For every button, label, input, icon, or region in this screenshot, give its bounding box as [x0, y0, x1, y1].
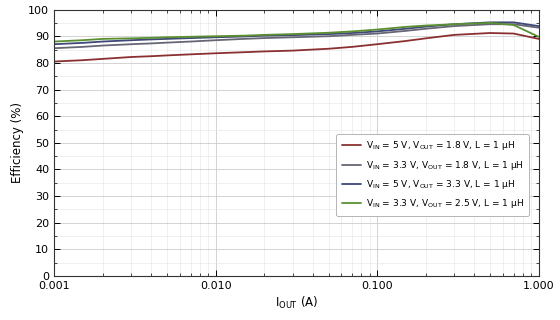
V$_\mathrm{IN}$ = 5 V, V$_\mathrm{OUT}$ = 3.3 V, L = 1 μH [349, 31, 356, 35]
V$_\mathrm{IN}$ = 3.3 V, V$_\mathrm{OUT}$ = 2.5 V, L = 1 μH [128, 36, 134, 40]
V$_\mathrm{IN}$ = 3.3 V, V$_\mathrm{OUT}$ = 1.8 V, L = 1 μH [148, 42, 155, 45]
V$_\mathrm{IN}$ = 5 V, V$_\mathrm{OUT}$ = 1.8 V, L = 1 μH [451, 33, 458, 37]
V$_\mathrm{IN}$ = 3.3 V, V$_\mathrm{OUT}$ = 1.8 V, L = 1 μH [261, 36, 268, 40]
V$_\mathrm{IN}$ = 3.3 V, V$_\mathrm{OUT}$ = 1.8 V, L = 1 μH [325, 34, 332, 38]
V$_\mathrm{IN}$ = 5 V, V$_\mathrm{OUT}$ = 1.8 V, L = 1 μH [402, 39, 409, 43]
V$_\mathrm{IN}$ = 5 V, V$_\mathrm{OUT}$ = 3.3 V, L = 1 μH [290, 33, 296, 37]
V$_\mathrm{IN}$ = 3.3 V, V$_\mathrm{OUT}$ = 1.8 V, L = 1 μH [164, 41, 170, 44]
V$_\mathrm{IN}$ = 3.3 V, V$_\mathrm{OUT}$ = 1.8 V, L = 1 μH [535, 26, 542, 30]
V$_\mathrm{IN}$ = 5 V, V$_\mathrm{OUT}$ = 3.3 V, L = 1 μH [212, 35, 219, 39]
V$_\mathrm{IN}$ = 3.3 V, V$_\mathrm{OUT}$ = 2.5 V, L = 1 μH [241, 34, 248, 37]
Y-axis label: Efficiency (%): Efficiency (%) [11, 102, 24, 183]
V$_\mathrm{IN}$ = 5 V, V$_\mathrm{OUT}$ = 1.8 V, L = 1 μH [241, 50, 248, 54]
Line: V$_\mathrm{IN}$ = 3.3 V, V$_\mathrm{OUT}$ = 1.8 V, L = 1 μH: V$_\mathrm{IN}$ = 3.3 V, V$_\mathrm{OUT}… [54, 24, 539, 48]
Line: V$_\mathrm{IN}$ = 5 V, V$_\mathrm{OUT}$ = 1.8 V, L = 1 μH: V$_\mathrm{IN}$ = 5 V, V$_\mathrm{OUT}$ … [54, 33, 539, 61]
V$_\mathrm{IN}$ = 3.3 V, V$_\mathrm{OUT}$ = 2.5 V, L = 1 μH [290, 32, 296, 36]
V$_\mathrm{IN}$ = 3.3 V, V$_\mathrm{OUT}$ = 2.5 V, L = 1 μH [487, 21, 493, 25]
V$_\mathrm{IN}$ = 3.3 V, V$_\mathrm{OUT}$ = 1.8 V, L = 1 μH [187, 40, 194, 44]
V$_\mathrm{IN}$ = 5 V, V$_\mathrm{OUT}$ = 1.8 V, L = 1 μH [164, 53, 170, 57]
V$_\mathrm{IN}$ = 5 V, V$_\mathrm{OUT}$ = 3.3 V, L = 1 μH [402, 27, 409, 31]
V$_\mathrm{IN}$ = 3.3 V, V$_\mathrm{OUT}$ = 1.8 V, L = 1 μH [422, 27, 429, 31]
V$_\mathrm{IN}$ = 5 V, V$_\mathrm{OUT}$ = 3.3 V, L = 1 μH [187, 36, 194, 40]
V$_\mathrm{IN}$ = 3.3 V, V$_\mathrm{OUT}$ = 1.8 V, L = 1 μH [290, 35, 296, 39]
X-axis label: I$_\mathrm{OUT}$ (A): I$_\mathrm{OUT}$ (A) [275, 295, 318, 311]
V$_\mathrm{IN}$ = 3.3 V, V$_\mathrm{OUT}$ = 1.8 V, L = 1 μH [451, 24, 458, 28]
V$_\mathrm{IN}$ = 5 V, V$_\mathrm{OUT}$ = 1.8 V, L = 1 μH [212, 51, 219, 55]
V$_\mathrm{IN}$ = 3.3 V, V$_\mathrm{OUT}$ = 2.5 V, L = 1 μH [510, 23, 517, 27]
V$_\mathrm{IN}$ = 5 V, V$_\mathrm{OUT}$ = 1.8 V, L = 1 μH [325, 47, 332, 51]
V$_\mathrm{IN}$ = 5 V, V$_\mathrm{OUT}$ = 3.3 V, L = 1 μH [374, 29, 380, 33]
V$_\mathrm{IN}$ = 3.3 V, V$_\mathrm{OUT}$ = 2.5 V, L = 1 μH [261, 33, 268, 37]
V$_\mathrm{IN}$ = 3.3 V, V$_\mathrm{OUT}$ = 1.8 V, L = 1 μH [487, 22, 493, 26]
V$_\mathrm{IN}$ = 3.3 V, V$_\mathrm{OUT}$ = 2.5 V, L = 1 μH [422, 24, 429, 28]
V$_\mathrm{IN}$ = 3.3 V, V$_\mathrm{OUT}$ = 1.8 V, L = 1 μH [510, 22, 517, 26]
V$_\mathrm{IN}$ = 3.3 V, V$_\mathrm{OUT}$ = 1.8 V, L = 1 μH [402, 29, 409, 33]
V$_\mathrm{IN}$ = 3.3 V, V$_\mathrm{OUT}$ = 1.8 V, L = 1 μH [374, 32, 380, 36]
V$_\mathrm{IN}$ = 3.3 V, V$_\mathrm{OUT}$ = 1.8 V, L = 1 μH [128, 42, 134, 46]
V$_\mathrm{IN}$ = 3.3 V, V$_\mathrm{OUT}$ = 1.8 V, L = 1 μH [80, 45, 86, 49]
V$_\mathrm{IN}$ = 5 V, V$_\mathrm{OUT}$ = 1.8 V, L = 1 μH [51, 60, 58, 63]
V$_\mathrm{IN}$ = 3.3 V, V$_\mathrm{OUT}$ = 2.5 V, L = 1 μH [164, 35, 170, 39]
Line: V$_\mathrm{IN}$ = 5 V, V$_\mathrm{OUT}$ = 3.3 V, L = 1 μH: V$_\mathrm{IN}$ = 5 V, V$_\mathrm{OUT}$ … [54, 22, 539, 44]
V$_\mathrm{IN}$ = 5 V, V$_\mathrm{OUT}$ = 3.3 V, L = 1 μH [164, 37, 170, 41]
V$_\mathrm{IN}$ = 5 V, V$_\mathrm{OUT}$ = 3.3 V, L = 1 μH [487, 20, 493, 24]
V$_\mathrm{IN}$ = 5 V, V$_\mathrm{OUT}$ = 1.8 V, L = 1 μH [290, 49, 296, 52]
V$_\mathrm{IN}$ = 3.3 V, V$_\mathrm{OUT}$ = 2.5 V, L = 1 μH [325, 31, 332, 35]
V$_\mathrm{IN}$ = 5 V, V$_\mathrm{OUT}$ = 1.8 V, L = 1 μH [422, 36, 429, 40]
V$_\mathrm{IN}$ = 5 V, V$_\mathrm{OUT}$ = 3.3 V, L = 1 μH [51, 42, 58, 46]
V$_\mathrm{IN}$ = 3.3 V, V$_\mathrm{OUT}$ = 1.8 V, L = 1 μH [349, 33, 356, 37]
V$_\mathrm{IN}$ = 3.3 V, V$_\mathrm{OUT}$ = 2.5 V, L = 1 μH [402, 25, 409, 29]
V$_\mathrm{IN}$ = 3.3 V, V$_\mathrm{OUT}$ = 2.5 V, L = 1 μH [51, 40, 58, 44]
V$_\mathrm{IN}$ = 5 V, V$_\mathrm{OUT}$ = 3.3 V, L = 1 μH [128, 38, 134, 42]
V$_\mathrm{IN}$ = 3.3 V, V$_\mathrm{OUT}$ = 2.5 V, L = 1 μH [80, 38, 86, 42]
V$_\mathrm{IN}$ = 3.3 V, V$_\mathrm{OUT}$ = 1.8 V, L = 1 μH [241, 37, 248, 41]
V$_\mathrm{IN}$ = 5 V, V$_\mathrm{OUT}$ = 1.8 V, L = 1 μH [510, 32, 517, 36]
V$_\mathrm{IN}$ = 3.3 V, V$_\mathrm{OUT}$ = 2.5 V, L = 1 μH [374, 28, 380, 31]
V$_\mathrm{IN}$ = 5 V, V$_\mathrm{OUT}$ = 3.3 V, L = 1 μH [80, 41, 86, 45]
V$_\mathrm{IN}$ = 5 V, V$_\mathrm{OUT}$ = 1.8 V, L = 1 μH [187, 52, 194, 56]
V$_\mathrm{IN}$ = 3.3 V, V$_\mathrm{OUT}$ = 2.5 V, L = 1 μH [148, 36, 155, 40]
V$_\mathrm{IN}$ = 5 V, V$_\mathrm{OUT}$ = 3.3 V, L = 1 μH [535, 24, 542, 28]
V$_\mathrm{IN}$ = 3.3 V, V$_\mathrm{OUT}$ = 2.5 V, L = 1 μH [349, 29, 356, 33]
V$_\mathrm{IN}$ = 3.3 V, V$_\mathrm{OUT}$ = 2.5 V, L = 1 μH [212, 34, 219, 38]
V$_\mathrm{IN}$ = 5 V, V$_\mathrm{OUT}$ = 3.3 V, L = 1 μH [148, 37, 155, 41]
V$_\mathrm{IN}$ = 5 V, V$_\mathrm{OUT}$ = 3.3 V, L = 1 μH [241, 35, 248, 38]
V$_\mathrm{IN}$ = 5 V, V$_\mathrm{OUT}$ = 1.8 V, L = 1 μH [535, 37, 542, 41]
V$_\mathrm{IN}$ = 3.3 V, V$_\mathrm{OUT}$ = 2.5 V, L = 1 μH [100, 37, 106, 41]
V$_\mathrm{IN}$ = 3.3 V, V$_\mathrm{OUT}$ = 2.5 V, L = 1 μH [187, 35, 194, 39]
V$_\mathrm{IN}$ = 5 V, V$_\mathrm{OUT}$ = 3.3 V, L = 1 μH [422, 25, 429, 28]
V$_\mathrm{IN}$ = 5 V, V$_\mathrm{OUT}$ = 1.8 V, L = 1 μH [374, 42, 380, 46]
V$_\mathrm{IN}$ = 5 V, V$_\mathrm{OUT}$ = 1.8 V, L = 1 μH [487, 31, 493, 35]
V$_\mathrm{IN}$ = 5 V, V$_\mathrm{OUT}$ = 3.3 V, L = 1 μH [261, 34, 268, 37]
V$_\mathrm{IN}$ = 5 V, V$_\mathrm{OUT}$ = 3.3 V, L = 1 μH [325, 32, 332, 36]
V$_\mathrm{IN}$ = 5 V, V$_\mathrm{OUT}$ = 1.8 V, L = 1 μH [80, 58, 86, 62]
Legend: V$_\mathrm{IN}$ = 5 V, V$_\mathrm{OUT}$ = 1.8 V, L = 1 μH, V$_\mathrm{IN}$ = 3.3: V$_\mathrm{IN}$ = 5 V, V$_\mathrm{OUT}$ … [336, 134, 529, 216]
V$_\mathrm{IN}$ = 5 V, V$_\mathrm{OUT}$ = 3.3 V, L = 1 μH [451, 22, 458, 26]
V$_\mathrm{IN}$ = 5 V, V$_\mathrm{OUT}$ = 3.3 V, L = 1 μH [510, 20, 517, 24]
V$_\mathrm{IN}$ = 5 V, V$_\mathrm{OUT}$ = 1.8 V, L = 1 μH [148, 54, 155, 58]
V$_\mathrm{IN}$ = 3.3 V, V$_\mathrm{OUT}$ = 2.5 V, L = 1 μH [535, 35, 542, 39]
V$_\mathrm{IN}$ = 5 V, V$_\mathrm{OUT}$ = 1.8 V, L = 1 μH [100, 57, 106, 61]
V$_\mathrm{IN}$ = 3.3 V, V$_\mathrm{OUT}$ = 2.5 V, L = 1 μH [451, 22, 458, 26]
Line: V$_\mathrm{IN}$ = 3.3 V, V$_\mathrm{OUT}$ = 2.5 V, L = 1 μH: V$_\mathrm{IN}$ = 3.3 V, V$_\mathrm{OUT}… [54, 23, 539, 42]
V$_\mathrm{IN}$ = 3.3 V, V$_\mathrm{OUT}$ = 1.8 V, L = 1 μH [212, 38, 219, 42]
V$_\mathrm{IN}$ = 5 V, V$_\mathrm{OUT}$ = 1.8 V, L = 1 μH [349, 45, 356, 49]
V$_\mathrm{IN}$ = 5 V, V$_\mathrm{OUT}$ = 3.3 V, L = 1 μH [100, 40, 106, 44]
V$_\mathrm{IN}$ = 3.3 V, V$_\mathrm{OUT}$ = 1.8 V, L = 1 μH [51, 46, 58, 50]
V$_\mathrm{IN}$ = 5 V, V$_\mathrm{OUT}$ = 1.8 V, L = 1 μH [128, 55, 134, 59]
V$_\mathrm{IN}$ = 5 V, V$_\mathrm{OUT}$ = 1.8 V, L = 1 μH [261, 50, 268, 53]
V$_\mathrm{IN}$ = 3.3 V, V$_\mathrm{OUT}$ = 1.8 V, L = 1 μH [100, 44, 106, 47]
